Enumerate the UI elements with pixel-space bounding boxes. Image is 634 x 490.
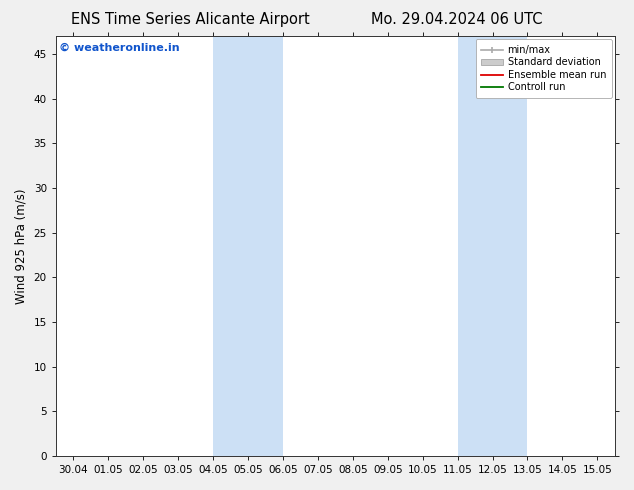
Text: ENS Time Series Alicante Airport: ENS Time Series Alicante Airport (71, 12, 309, 27)
Bar (458, 36, 527, 456)
Bar (213, 36, 283, 456)
Y-axis label: Wind 925 hPa (m/s): Wind 925 hPa (m/s) (15, 188, 28, 304)
Text: © weatheronline.in: © weatheronline.in (58, 43, 179, 52)
Text: Mo. 29.04.2024 06 UTC: Mo. 29.04.2024 06 UTC (371, 12, 542, 27)
Legend: min/max, Standard deviation, Ensemble mean run, Controll run: min/max, Standard deviation, Ensemble me… (476, 39, 612, 98)
